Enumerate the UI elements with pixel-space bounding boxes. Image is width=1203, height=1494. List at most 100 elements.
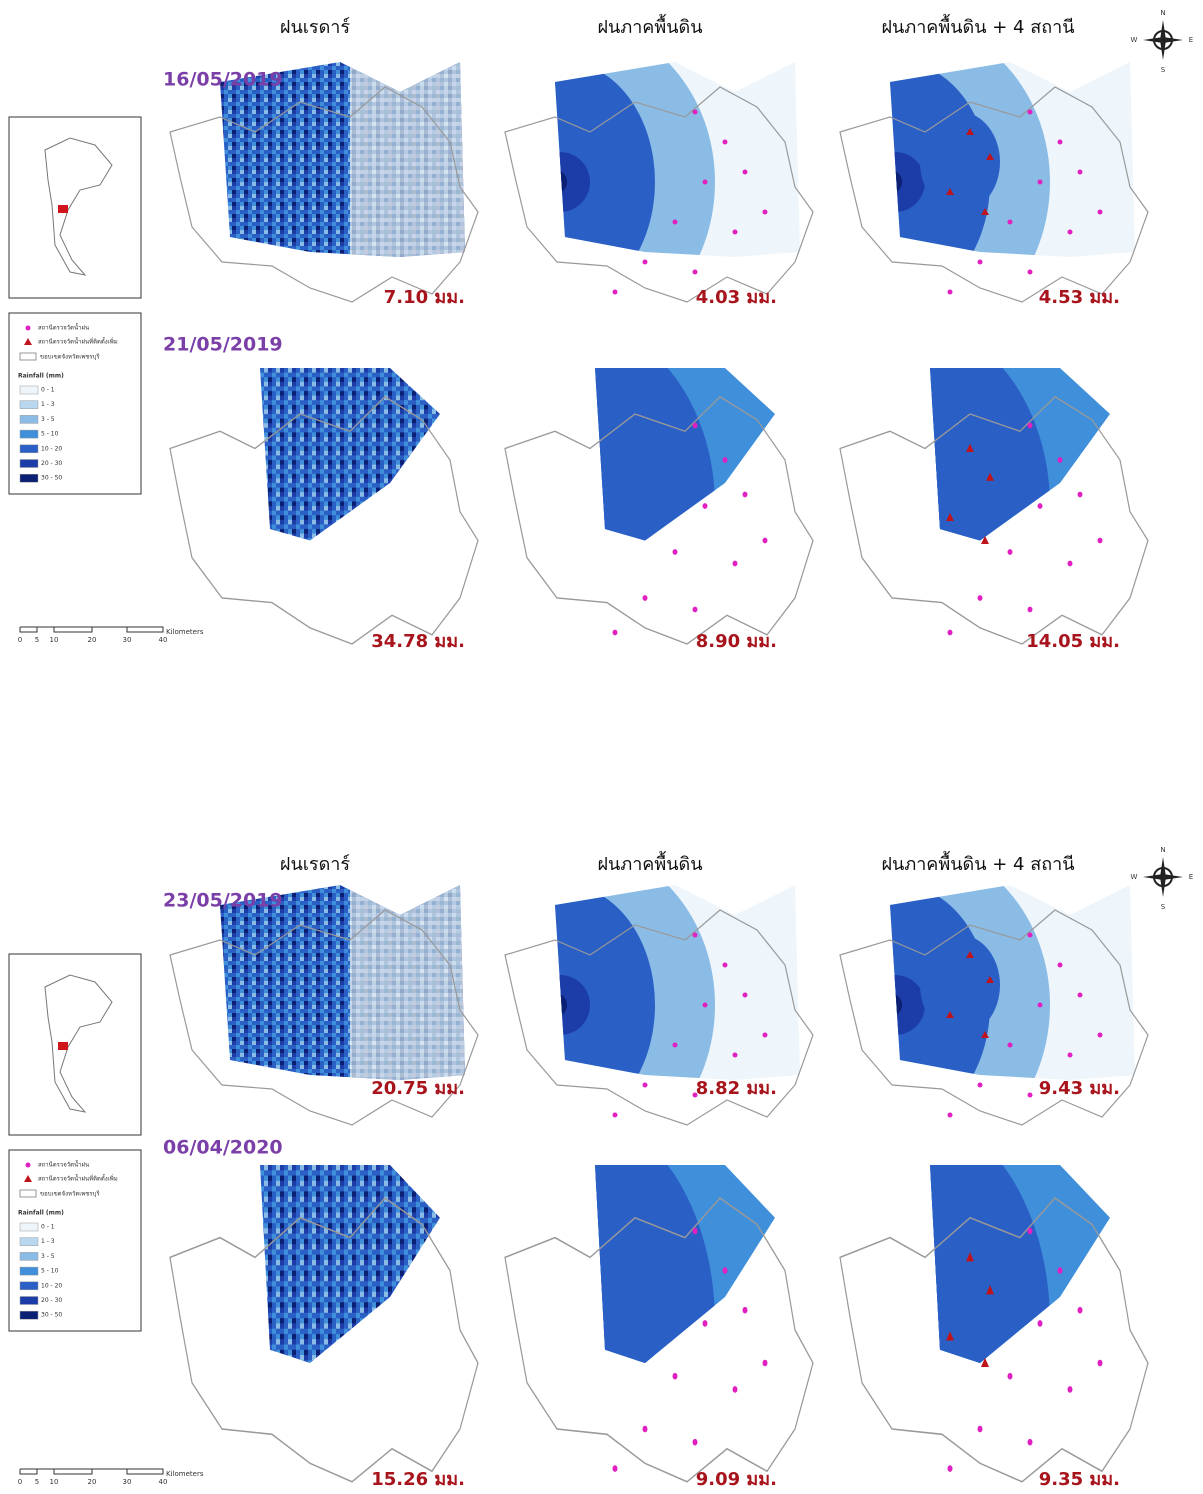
map xyxy=(770,845,1160,1165)
station xyxy=(723,457,728,463)
column-header: ฝนภาคพื้นดิน + 4 สถานี xyxy=(881,14,1074,38)
scale-tick: 40 xyxy=(159,636,168,644)
compass-label: W xyxy=(1131,36,1138,44)
station xyxy=(978,1083,983,1088)
rain-zone xyxy=(865,975,925,1035)
rain-total: 4.03 มม. xyxy=(696,287,777,308)
rain-total: 8.90 มม. xyxy=(696,631,777,652)
legend-station xyxy=(26,1163,31,1168)
radar-cells xyxy=(160,368,490,656)
station xyxy=(1078,1307,1083,1314)
map xyxy=(435,1112,825,1494)
scale-bar xyxy=(20,1469,163,1474)
date-label: 21/05/2019 xyxy=(163,334,283,356)
map xyxy=(435,845,825,1165)
date-label: 23/05/2019 xyxy=(163,890,283,912)
map xyxy=(160,368,490,656)
scale-tick: 30 xyxy=(123,636,132,644)
station xyxy=(1078,993,1083,998)
station xyxy=(673,220,678,225)
rain-zone xyxy=(475,1165,655,1482)
station xyxy=(733,1053,738,1058)
rain-zone xyxy=(865,472,925,541)
legend-title: Rainfall (mm) xyxy=(18,1210,64,1217)
rain-zone xyxy=(530,472,590,541)
station xyxy=(743,170,748,175)
station xyxy=(1038,1003,1043,1008)
scale-tick: 5 xyxy=(35,636,39,644)
rain-total: 20.75 มม. xyxy=(371,1078,465,1099)
legend-boundary xyxy=(20,1190,36,1197)
legend-station xyxy=(26,326,31,331)
legend-label: 10 - 20 xyxy=(41,1282,62,1289)
legend-swatch xyxy=(20,386,38,394)
station xyxy=(763,210,768,215)
station xyxy=(1068,230,1073,235)
station xyxy=(763,1360,768,1367)
station xyxy=(643,260,648,265)
compass xyxy=(1143,20,1183,60)
rain-field xyxy=(435,1112,825,1494)
station xyxy=(1038,180,1043,185)
station xyxy=(1008,549,1013,555)
scale-tick: 0 xyxy=(18,1478,22,1486)
legend-swatch xyxy=(20,1252,38,1260)
rain-total: 9.43 มม. xyxy=(1039,1078,1120,1099)
station xyxy=(978,260,983,265)
legend-boundary xyxy=(20,353,36,360)
station xyxy=(1008,220,1013,225)
station xyxy=(673,1043,678,1048)
legend-label: 3 - 5 xyxy=(41,416,55,423)
column-header: ฝนเรดาร์ xyxy=(280,854,350,875)
station xyxy=(948,1113,953,1118)
compass-label: N xyxy=(1160,846,1165,854)
map xyxy=(160,1165,490,1494)
legend-swatch xyxy=(20,1282,38,1290)
rain-field xyxy=(160,1165,490,1494)
rain-total: 8.82 มม. xyxy=(696,1078,777,1099)
station xyxy=(1028,423,1033,429)
compass-label: E xyxy=(1189,873,1193,881)
legend-title: Rainfall (mm) xyxy=(18,373,64,380)
station xyxy=(693,607,698,613)
column-header: ฝนเรดาร์ xyxy=(280,17,350,38)
station xyxy=(733,561,738,567)
station xyxy=(673,1373,678,1380)
rain-zone xyxy=(530,1284,590,1363)
rain-total: 7.10 มม. xyxy=(384,287,465,308)
legend-swatch xyxy=(20,474,38,482)
scale-tick: 10 xyxy=(50,636,59,644)
station xyxy=(1028,933,1033,938)
rain-zone xyxy=(475,368,655,644)
compass-label: S xyxy=(1161,903,1166,911)
station xyxy=(733,230,738,235)
scale-tick: 10 xyxy=(50,1478,59,1486)
rain-total: 4.53 มม. xyxy=(1039,287,1120,308)
station xyxy=(1058,1267,1063,1274)
compass-label: N xyxy=(1160,9,1165,17)
station xyxy=(743,492,748,498)
station xyxy=(743,1307,748,1314)
compass xyxy=(1143,857,1183,897)
rain-total: 14.05 มม. xyxy=(1026,631,1120,652)
station xyxy=(723,140,728,145)
station xyxy=(613,630,618,636)
station xyxy=(948,290,953,295)
station xyxy=(643,1083,648,1088)
station xyxy=(613,1465,618,1472)
rain-zone xyxy=(543,1308,567,1340)
rain-zone xyxy=(865,1284,925,1363)
station xyxy=(643,595,648,601)
station xyxy=(763,538,768,544)
station xyxy=(1058,457,1063,463)
study-area xyxy=(58,1042,68,1050)
station xyxy=(1038,1320,1043,1327)
scale-tick: 0 xyxy=(18,636,22,644)
station xyxy=(613,1113,618,1118)
rain-zone xyxy=(435,322,715,690)
compass-label: E xyxy=(1189,36,1193,44)
station xyxy=(743,993,748,998)
station xyxy=(1098,1360,1103,1367)
station xyxy=(693,1228,698,1235)
station xyxy=(1028,1228,1033,1235)
